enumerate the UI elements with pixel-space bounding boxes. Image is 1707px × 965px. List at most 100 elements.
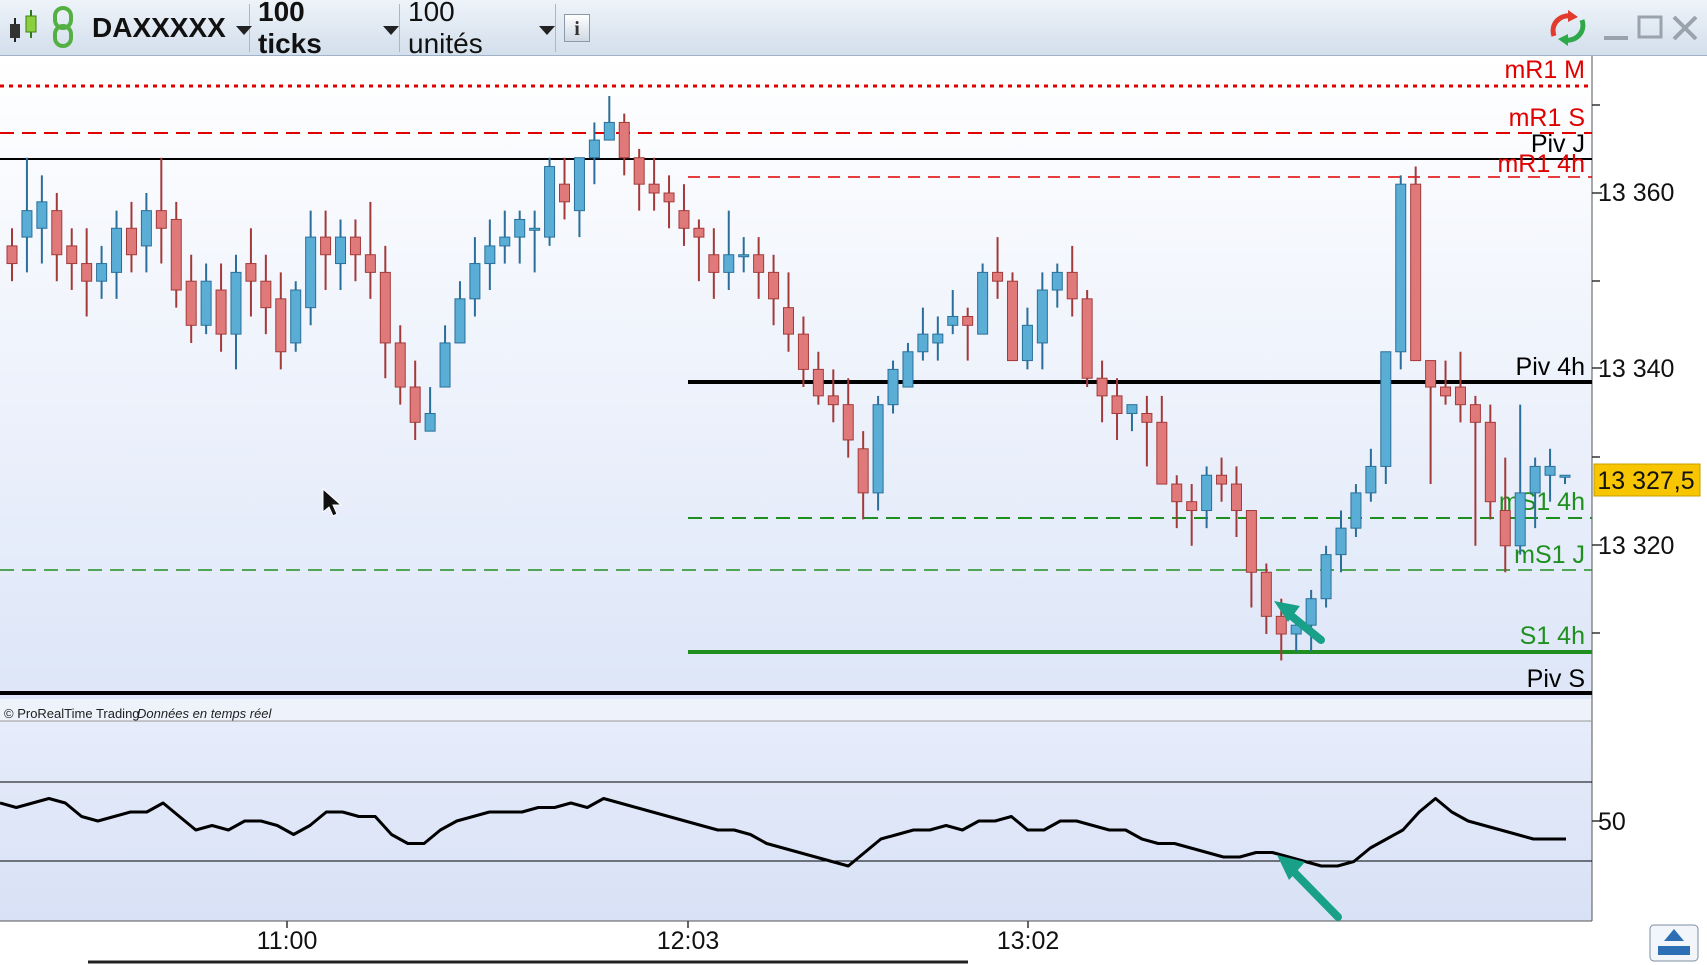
candle-body [260, 280, 272, 309]
candle-body [469, 263, 481, 300]
annotation-arrow-oscillator [1277, 855, 1342, 921]
candle-body [842, 404, 854, 441]
refresh-icon[interactable] [1546, 8, 1590, 48]
realtime-note: Données en temps réel [137, 706, 273, 721]
candle-body [1141, 413, 1153, 423]
oscillator-axis-label: 50 [1598, 808, 1626, 836]
candle-body [1529, 465, 1541, 494]
chart-canvas[interactable]: mR1 M mR1 S Piv J mR1 4h Piv 4h mS1 4h m… [0, 56, 1707, 965]
candle-body [917, 333, 929, 353]
level-label-Piv-S: Piv S [1527, 665, 1585, 693]
candle-body [1514, 492, 1526, 547]
candle-body [21, 210, 33, 238]
candle-body [230, 271, 242, 335]
close-icon[interactable] [1668, 8, 1702, 48]
candle-body [155, 210, 167, 229]
candle-body [693, 227, 705, 238]
scroll-to-latest-button[interactable] [1649, 924, 1699, 962]
units-selector[interactable]: 100 unités [400, 0, 556, 59]
candle-body [364, 254, 376, 273]
candle-body [6, 245, 18, 265]
candle-body [1096, 377, 1108, 397]
candle-body [394, 342, 406, 388]
price-panel [0, 56, 1592, 699]
candle-body [290, 289, 302, 344]
timeframe-label: 100 ticks [258, 0, 322, 59]
candle-body [753, 254, 765, 273]
copyright-strip [0, 699, 1592, 721]
candle-body [320, 236, 332, 256]
candle-body [708, 254, 720, 273]
candle-body [1021, 324, 1033, 362]
candle-body [1365, 465, 1377, 494]
candle-body [484, 245, 496, 265]
candle-body [544, 166, 556, 238]
candle-body [1036, 289, 1048, 344]
candle-body [947, 315, 959, 326]
chevron-down-icon [383, 25, 399, 35]
candle-body [1066, 271, 1078, 300]
candle-body [529, 227, 541, 231]
candle-body [1171, 483, 1183, 503]
candle-body [454, 298, 466, 344]
price-axis-label: 13 360 [1598, 179, 1674, 207]
candle-body [215, 289, 227, 335]
time-axis-label: 13:02 [997, 927, 1060, 955]
level-label-Piv-J: Piv J [1531, 130, 1585, 158]
level-label-mR1-4h: mR1 4h [1497, 150, 1585, 178]
chain-link-icon[interactable] [52, 6, 74, 48]
candle-body [424, 413, 436, 432]
level-label-S1-4h: S1 4h [1520, 622, 1585, 650]
instrument-selector[interactable]: DAXXXXX [84, 4, 252, 52]
candle-body [1216, 474, 1228, 485]
candle-body [335, 236, 347, 265]
candle-body [1081, 298, 1093, 379]
price-axis-ticks [1592, 104, 1602, 822]
indicator-panel [0, 721, 1592, 921]
candle-body [514, 218, 526, 238]
candle-body [66, 245, 78, 265]
candle-body [1469, 404, 1481, 423]
candle-body [663, 192, 675, 203]
candle-body [797, 333, 809, 370]
candle-body [977, 271, 989, 335]
arrow-up-icon [1664, 929, 1684, 941]
candle-body [1499, 510, 1511, 547]
price-axis [1592, 56, 1707, 965]
candle-body [1380, 351, 1392, 467]
level-label-mS1-4h: mS1 4h [1499, 488, 1585, 516]
annotation-arrow-price [1274, 601, 1325, 644]
timeframe-selector[interactable]: 100 ticks [250, 0, 400, 59]
candle-body [1425, 360, 1437, 388]
candle-body [1290, 624, 1302, 635]
candle-body [185, 280, 197, 326]
candlestick-series [6, 95, 1571, 661]
candle-body [1410, 183, 1422, 362]
candle-body [1275, 615, 1287, 635]
candle-body [1350, 492, 1362, 529]
info-icon[interactable]: i [564, 14, 590, 42]
candle-body [51, 210, 63, 256]
candle-body [170, 218, 182, 291]
candle-body [439, 342, 451, 388]
candle-body [1006, 280, 1018, 362]
copyright-text: © ProRealTime Trading [4, 706, 140, 721]
candle-body [1484, 421, 1496, 503]
candle-body [140, 210, 152, 247]
candle-body [633, 157, 645, 185]
candlestick-icon[interactable] [4, 6, 44, 48]
candle-body [603, 121, 615, 141]
chevron-down-icon [235, 25, 252, 35]
candle-body [783, 307, 794, 335]
oscillator-line [0, 797, 1566, 868]
candle-body [36, 201, 48, 229]
minimize-icon[interactable] [1600, 8, 1634, 48]
maximize-icon[interactable] [1634, 8, 1668, 48]
candle-body [1440, 386, 1452, 397]
candle-body [1305, 598, 1317, 626]
candle-body [305, 236, 317, 309]
chevron-down-icon [539, 25, 555, 35]
candle-body [81, 263, 93, 282]
candle-body [1201, 474, 1213, 512]
candle-body [992, 271, 1004, 282]
